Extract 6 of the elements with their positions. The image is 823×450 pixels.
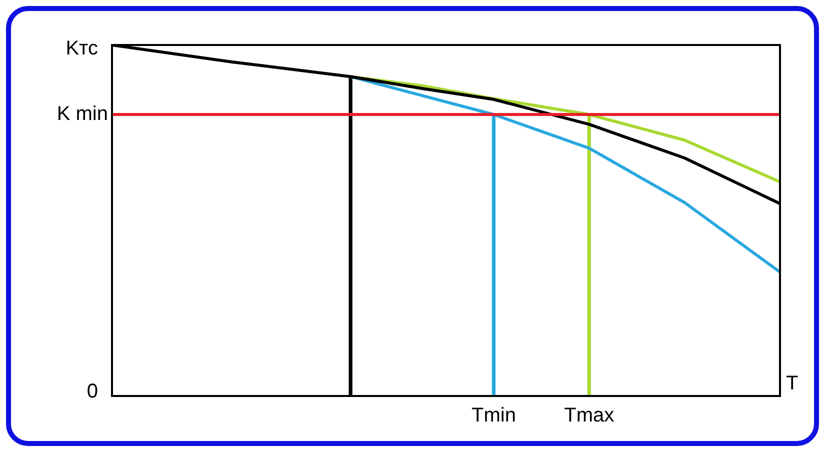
ref-line-label: K min: [56, 103, 108, 126]
text: 0: [86, 380, 98, 403]
x-axis-title: T: [786, 372, 798, 395]
x-tick-label: Tmax: [564, 404, 614, 427]
x-tick-label: Tmin: [471, 404, 516, 427]
y-axis-title: Kтс: [66, 38, 98, 60]
